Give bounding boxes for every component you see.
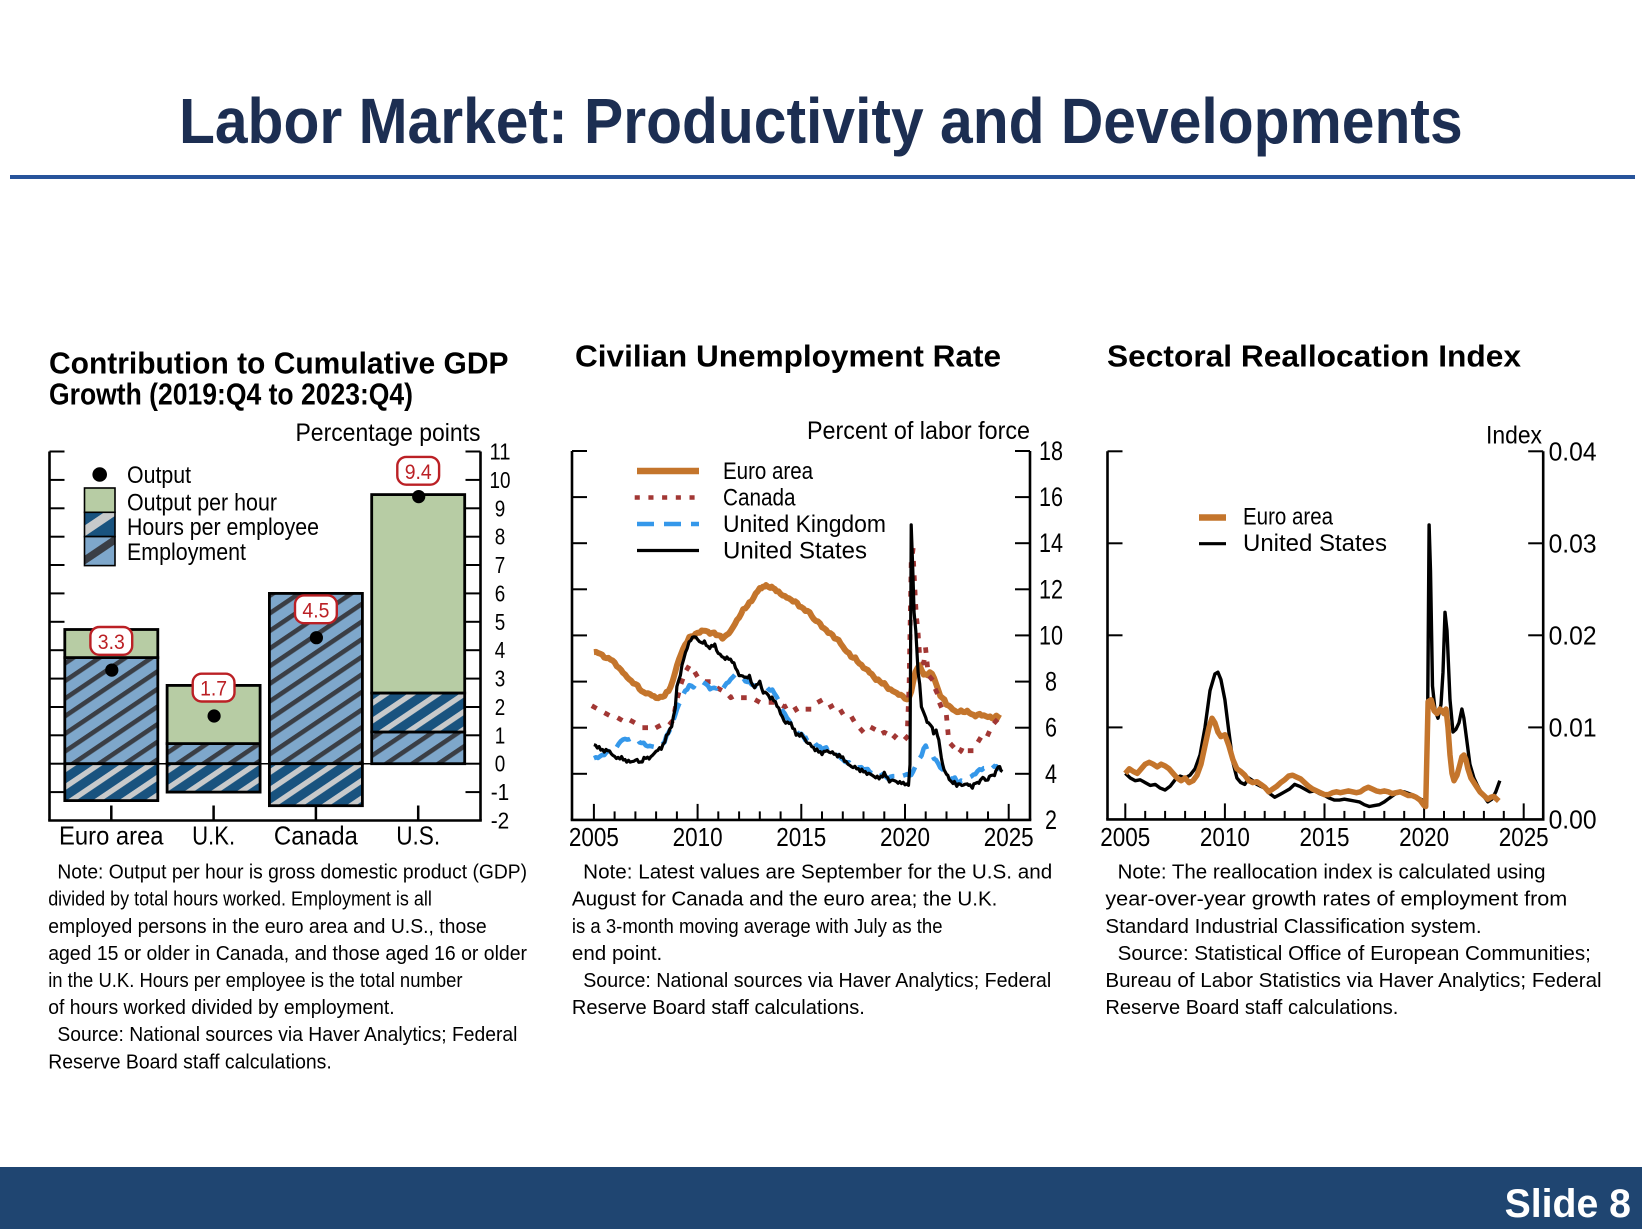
svg-text:Standard Industrial Classifica: Standard Industrial Classification syste… — [1105, 915, 1481, 938]
svg-text:Reserve Board staff calculatio: Reserve Board staff calculations. — [572, 996, 865, 1019]
svg-text:1: 1 — [495, 722, 506, 748]
svg-text:Note: Output per hour is gross: Note: Output per hour is gross domestic … — [57, 861, 527, 884]
svg-text:-1: -1 — [491, 779, 510, 805]
svg-text:in the U.K. Hours per employee: in the U.K. Hours per employee is the to… — [48, 969, 462, 992]
svg-text:Bureau of Labor Statistics via: Bureau of Labor Statistics via Haver Ana… — [1105, 969, 1601, 992]
svg-text:Source: Statistical Office of: Source: Statistical Office of European C… — [1118, 942, 1591, 965]
svg-text:0: 0 — [495, 751, 506, 777]
svg-text:Output: Output — [127, 462, 191, 489]
svg-text:end point.: end point. — [572, 942, 662, 965]
svg-text:Hours per employee: Hours per employee — [127, 514, 319, 541]
svg-text:6: 6 — [495, 580, 506, 606]
svg-text:9.4: 9.4 — [405, 461, 432, 484]
svg-text:aged 15 or older in Canada, an: aged 15 or older in Canada, and those ag… — [48, 942, 527, 965]
svg-text:Reserve Board staff calculatio: Reserve Board staff calculations. — [1105, 996, 1398, 1019]
svg-text:2025: 2025 — [1499, 822, 1549, 852]
svg-text:1.7: 1.7 — [200, 678, 227, 701]
svg-text:of hours worked divided by emp: of hours worked divided by employment. — [48, 996, 395, 1019]
svg-text:7: 7 — [495, 552, 506, 578]
svg-text:Note: Latest values are Septem: Note: Latest values are September for th… — [583, 861, 1052, 884]
svg-text:Euro area: Euro area — [1243, 504, 1334, 531]
svg-text:Percentage points: Percentage points — [296, 419, 481, 447]
svg-text:5: 5 — [495, 609, 506, 635]
svg-text:2005: 2005 — [569, 822, 619, 852]
svg-text:Reserve Board staff calculatio: Reserve Board staff calculations. — [48, 1050, 332, 1073]
svg-text:Canada: Canada — [274, 820, 358, 850]
svg-text:2015: 2015 — [776, 822, 826, 852]
svg-text:2: 2 — [1045, 805, 1057, 835]
svg-text:2020: 2020 — [1399, 822, 1449, 852]
svg-text:U.S.: U.S. — [396, 820, 440, 850]
svg-text:3: 3 — [495, 666, 506, 692]
svg-text:Civilian Unemployment Rate: Civilian Unemployment Rate — [575, 339, 1001, 374]
svg-text:Output per hour: Output per hour — [127, 490, 277, 517]
svg-text:4: 4 — [495, 637, 506, 663]
svg-text:Index: Index — [1486, 422, 1542, 450]
svg-text:Note: The reallocation index i: Note: The reallocation index is calculat… — [1118, 861, 1546, 884]
svg-text:United States: United States — [1243, 530, 1387, 557]
svg-text:United Kingdom: United Kingdom — [723, 511, 886, 538]
svg-text:2025: 2025 — [984, 822, 1034, 852]
svg-text:Sectoral Reallocation Index: Sectoral Reallocation Index — [1107, 339, 1522, 374]
svg-text:4.5: 4.5 — [302, 599, 329, 622]
svg-text:Contribution to Cumulative GDP: Contribution to Cumulative GDP — [49, 345, 509, 380]
svg-text:Growth (2019:Q4 to 2023:Q4): Growth (2019:Q4 to 2023:Q4) — [49, 377, 413, 412]
svg-text:2015: 2015 — [1300, 822, 1350, 852]
svg-text:0.04: 0.04 — [1549, 436, 1597, 466]
svg-text:9: 9 — [495, 495, 506, 521]
svg-text:18: 18 — [1039, 436, 1063, 466]
svg-text:Source: National sources via H: Source: National sources via Haver Analy… — [583, 969, 1051, 992]
svg-text:16: 16 — [1039, 482, 1063, 512]
svg-text:0.03: 0.03 — [1549, 528, 1597, 558]
svg-text:2010: 2010 — [673, 822, 723, 852]
svg-text:United States: United States — [723, 538, 867, 565]
svg-text:Euro area: Euro area — [59, 820, 164, 850]
svg-text:Canada: Canada — [723, 485, 796, 512]
svg-text:Percent of labor force: Percent of labor force — [807, 417, 1030, 445]
svg-text:10: 10 — [1039, 620, 1063, 650]
svg-text:divided by total hours worked.: divided by total hours worked. Employmen… — [48, 888, 432, 911]
svg-text:August for Canada and the euro: August for Canada and the euro area; the… — [572, 888, 998, 911]
svg-text:0.01: 0.01 — [1549, 712, 1597, 742]
svg-text:2: 2 — [495, 694, 506, 720]
svg-text:2020: 2020 — [880, 822, 930, 852]
svg-text:11: 11 — [490, 439, 511, 465]
svg-text:12: 12 — [1039, 574, 1063, 604]
svg-text:U.K.: U.K. — [192, 820, 235, 850]
svg-text:employed persons in the euro a: employed persons in the euro area and U.… — [48, 915, 487, 938]
svg-text:8: 8 — [1045, 667, 1057, 697]
svg-text:2010: 2010 — [1200, 822, 1250, 852]
svg-text:2005: 2005 — [1100, 822, 1150, 852]
svg-text:Employment: Employment — [127, 539, 246, 566]
svg-text:6: 6 — [1045, 713, 1057, 743]
svg-text:3.3: 3.3 — [98, 631, 125, 654]
svg-text:year-over-year growth rates of: year-over-year growth rates of employmen… — [1105, 888, 1567, 911]
svg-text:14: 14 — [1039, 528, 1063, 558]
svg-text:-2: -2 — [491, 808, 510, 834]
svg-text:8: 8 — [495, 524, 506, 550]
svg-text:0.02: 0.02 — [1549, 620, 1597, 650]
svg-text:Euro area: Euro area — [723, 458, 814, 485]
svg-text:is a 3-month moving average wi: is a 3-month moving average with July as… — [572, 915, 943, 938]
svg-text:10: 10 — [490, 467, 511, 493]
svg-text:Source: National sources via H: Source: National sources via Haver Analy… — [57, 1023, 517, 1046]
svg-text:0.00: 0.00 — [1549, 804, 1597, 834]
svg-text:4: 4 — [1045, 759, 1057, 789]
